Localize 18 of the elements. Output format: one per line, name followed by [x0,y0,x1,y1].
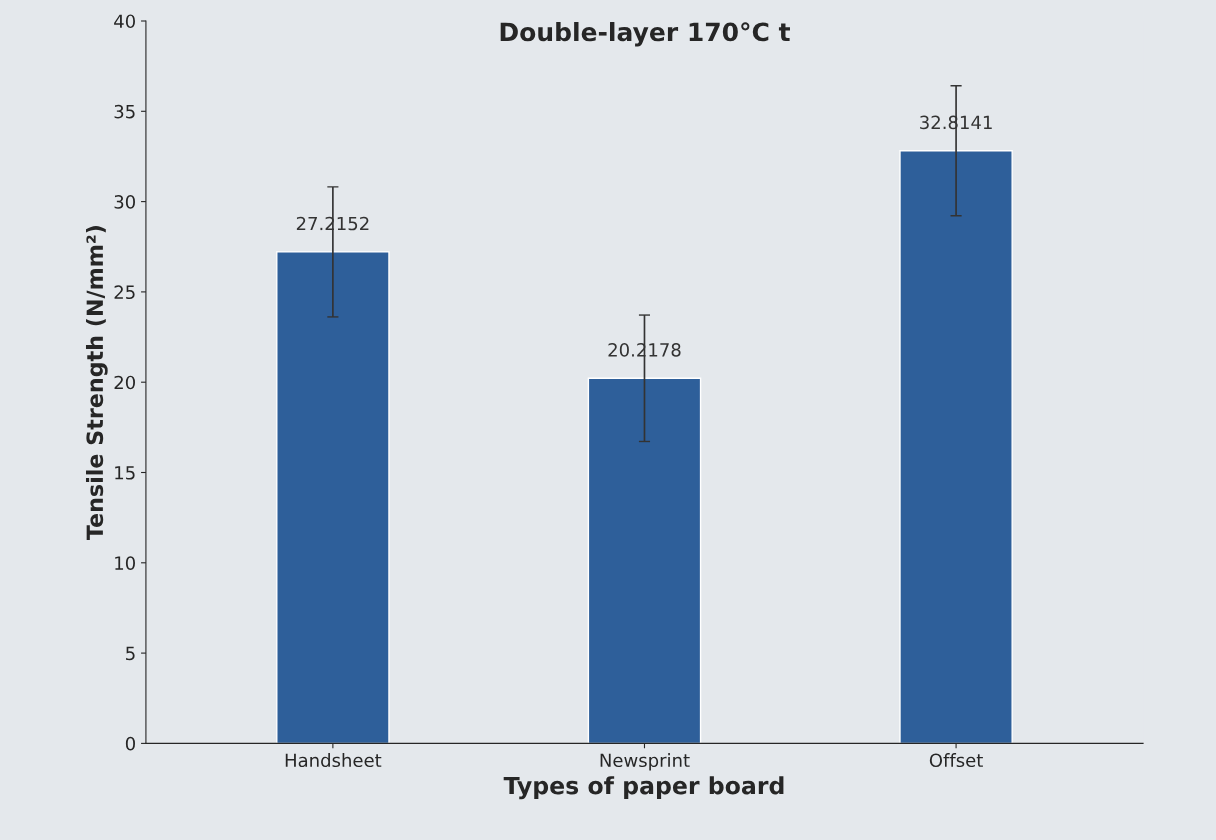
bar [587,377,702,744]
y-tick-label: 0 [125,736,135,751]
y-tick-label: 10 [115,556,135,570]
chart-title: Double-layer 170°C t [500,22,790,47]
x-axis-title: Types of paper board [503,776,784,800]
y-axis-title: Tensile Strength (N/mm²) [85,226,108,541]
y-tick-label: 15 [115,466,135,480]
bar [276,251,390,744]
y-tick-label: 35 [114,104,135,119]
y-tick-label: 5 [126,646,135,661]
y-tick-label: 25 [114,285,135,300]
y-tick-label: 30 [114,195,135,209]
x-tick-label: Handsheet [285,753,382,768]
x-tick-label: Newsprint [600,753,690,771]
y-tick-label: 40 [114,14,135,29]
x-tick-label: Offset [929,753,983,768]
y-tick-label: 20 [114,375,135,390]
bar [899,150,1013,744]
